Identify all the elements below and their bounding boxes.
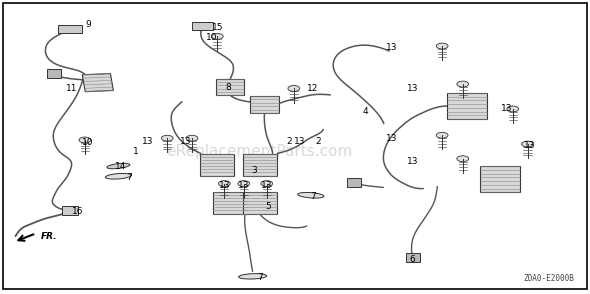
Circle shape [211,34,223,39]
Text: 13: 13 [238,181,250,190]
Text: 1: 1 [133,147,139,156]
Text: 13: 13 [523,141,535,150]
Text: 7: 7 [126,173,132,182]
Text: Z0A0-E2000B: Z0A0-E2000B [524,274,575,283]
Circle shape [162,135,173,141]
Circle shape [261,181,273,186]
Text: 2: 2 [316,137,322,146]
FancyBboxPatch shape [216,79,244,95]
Text: 8: 8 [225,83,231,91]
Circle shape [522,141,533,147]
Text: 13: 13 [261,181,273,190]
Ellipse shape [106,173,132,179]
Polygon shape [47,69,61,78]
Text: 14: 14 [114,161,126,171]
Text: 7: 7 [310,192,316,201]
Ellipse shape [107,163,130,169]
Text: 5: 5 [266,203,271,211]
Text: 12: 12 [307,84,319,93]
Circle shape [457,81,468,87]
Circle shape [436,132,448,138]
Text: 13: 13 [407,157,418,166]
Text: 10: 10 [82,138,94,147]
Text: 13: 13 [407,84,418,93]
Text: 13: 13 [181,137,192,146]
Circle shape [238,181,250,186]
Text: 4: 4 [363,107,368,116]
Text: 13: 13 [219,181,230,190]
FancyBboxPatch shape [200,153,234,176]
FancyBboxPatch shape [242,192,277,213]
Text: 11: 11 [65,84,77,93]
Ellipse shape [238,274,267,279]
Text: 6: 6 [410,255,415,264]
Text: 13: 13 [294,137,306,146]
Circle shape [186,135,198,141]
Text: 7: 7 [257,273,263,282]
FancyBboxPatch shape [62,206,78,215]
Text: 9: 9 [85,20,91,29]
Text: 10: 10 [206,33,217,42]
Text: 15: 15 [212,23,223,31]
Circle shape [457,156,468,162]
FancyBboxPatch shape [58,25,82,33]
Text: eReplacementParts.com: eReplacementParts.com [166,144,353,159]
FancyBboxPatch shape [192,23,213,30]
FancyBboxPatch shape [242,153,277,176]
Text: FR.: FR. [41,232,57,241]
Text: 2: 2 [286,137,292,146]
FancyBboxPatch shape [447,93,487,119]
Text: 13: 13 [386,134,398,143]
FancyBboxPatch shape [213,192,247,213]
Polygon shape [347,178,361,186]
Circle shape [507,106,519,112]
FancyBboxPatch shape [250,96,278,113]
Circle shape [218,181,230,186]
Circle shape [79,137,91,143]
Circle shape [436,43,448,49]
FancyBboxPatch shape [82,74,113,92]
Text: 3: 3 [251,166,257,175]
Text: 16: 16 [71,207,83,216]
Text: 13: 13 [386,43,398,52]
Text: 13: 13 [142,137,153,146]
Text: 13: 13 [501,104,513,113]
FancyBboxPatch shape [480,166,520,192]
Circle shape [288,86,300,91]
Polygon shape [406,253,420,262]
Ellipse shape [298,193,324,198]
